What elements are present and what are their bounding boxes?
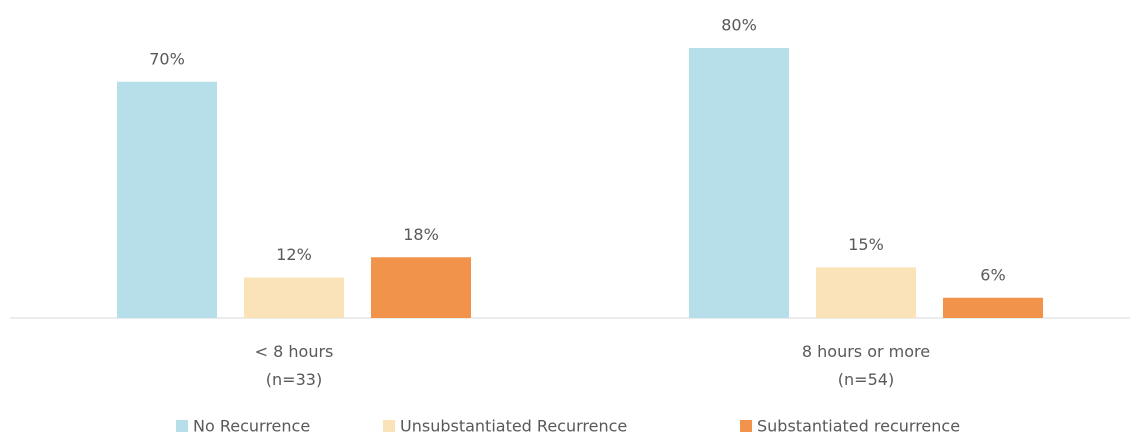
legend-label: No Recurrence <box>193 417 310 436</box>
bar <box>371 257 471 318</box>
bar <box>943 297 1043 318</box>
bar <box>117 81 217 318</box>
x-tick-label: 8 hours or more (n=54) <box>801 342 931 389</box>
bar <box>244 277 344 318</box>
bar <box>689 48 789 318</box>
legend-swatch <box>740 420 752 432</box>
legend-swatch <box>383 420 395 432</box>
data-label: 6% <box>980 265 1005 284</box>
data-label: 15% <box>848 235 884 254</box>
data-label: 18% <box>403 225 439 244</box>
data-label: 80% <box>721 16 757 35</box>
data-label: 12% <box>276 245 312 264</box>
legend-label: Substantiated recurrence <box>757 417 960 436</box>
data-label: 70% <box>149 49 185 68</box>
legend-label: Unsubstantiated Recurrence <box>400 417 627 436</box>
x-tick-label: < 8 hours (n=33) <box>254 342 334 389</box>
bar <box>816 267 916 318</box>
legend-swatch <box>176 420 188 432</box>
